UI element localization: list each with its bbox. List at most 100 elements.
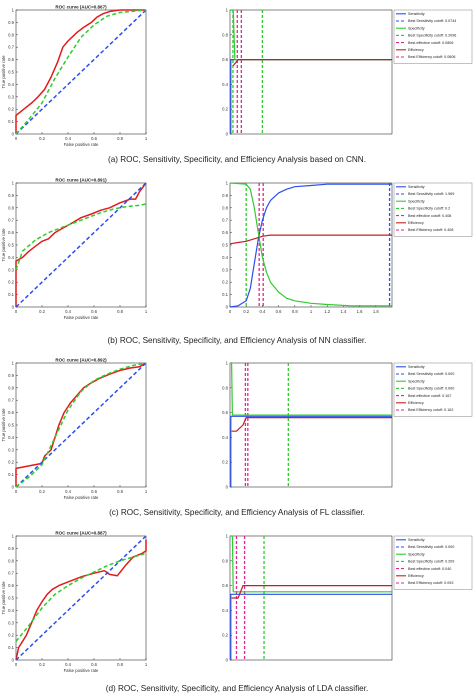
- y-tick-label: 0.3: [8, 267, 14, 272]
- y-tick-label: 0: [12, 658, 15, 663]
- y-axis-label: True positive rate: [1, 408, 6, 442]
- y-tick-label: 0.5: [222, 243, 228, 248]
- legend-label: Best effective cutoff: 0.0806: [408, 41, 453, 45]
- x-axis-label: False positive rate: [64, 315, 99, 320]
- x-tick-label: 0.2: [39, 489, 45, 494]
- x-tick-label: 0.4: [65, 662, 71, 667]
- x-tick-label: 0.8: [117, 309, 123, 314]
- y-tick-label: 0.6: [8, 410, 14, 415]
- x-tick-label: 0: [15, 489, 18, 494]
- x-tick-label: 1.6: [357, 309, 363, 314]
- series-line: [231, 416, 392, 432]
- y-tick-label: 0.4: [222, 82, 228, 87]
- panel-row-a: ROC curve (AUC=0.867) 0 0.1 0.2 0.3 0.4 0.5 0.6…: [0, 2, 474, 150]
- y-tick-label: 0.3: [222, 267, 228, 272]
- roc-chart-d: ROC curve (AUC=0.887) 0 0.1 0.2 0.3 0.4 0.5 0.6…: [1, 531, 148, 674]
- legend-box: [393, 535, 473, 590]
- x-tick-label: 1: [145, 489, 148, 494]
- x-tick-label: 1.4: [340, 309, 346, 314]
- x-tick-label: 1: [145, 309, 148, 314]
- x-axis-label: False positive rate: [64, 495, 99, 500]
- legend-label: Best Efficiency cutoff: 0.162: [408, 408, 453, 412]
- series-line: [231, 584, 392, 599]
- y-tick-label: 0.1: [222, 292, 228, 297]
- y-tick-label: 0.3: [8, 447, 14, 452]
- y-tick-label: 0.2: [8, 460, 14, 465]
- legend-label: Specificity: [408, 26, 425, 30]
- y-tick-label: 0: [12, 132, 15, 137]
- plot-frame: [229, 182, 393, 308]
- legend-label: Best effective cutoff: 0.167: [408, 394, 451, 398]
- y-tick-label: 0.7: [8, 398, 14, 403]
- chart-title: ROC curve (AUC=0.867): [55, 5, 107, 10]
- y-tick-label: 1: [12, 361, 15, 366]
- x-tick-label: 1: [145, 136, 148, 141]
- y-tick-label: 0: [12, 485, 15, 490]
- legend-label: Best Efficiency cutoff: 0.093: [408, 581, 453, 585]
- series-line: [15, 182, 147, 307]
- legend-label: Best Efficiency cutoff: 0.408: [408, 228, 453, 232]
- panel-row-c: ROC curve (AUC=0.892) 0 0.1 0.2 0.3 0.4 0.5 0.6…: [0, 355, 474, 503]
- series-line: [229, 182, 392, 307]
- y-tick-label: 0.2: [8, 280, 14, 285]
- plot-frame: [229, 9, 393, 135]
- plot-frame: [229, 535, 393, 661]
- y-tick-label: 0.5: [8, 70, 14, 75]
- y-tick-label: 0: [12, 305, 15, 310]
- series-line: [15, 182, 147, 308]
- legend-label: Efficiency: [408, 48, 424, 52]
- sensitivity-chart-d: 0 0.2 0.4 0.6 0.8 1 Sensitivity Best Sensitivit…: [222, 534, 473, 663]
- y-tick-label: 0.8: [8, 558, 14, 563]
- legend-box: [393, 182, 473, 237]
- x-tick-label: 1.8: [373, 309, 379, 314]
- chart-title: ROC curve (AUC=0.891): [55, 178, 107, 183]
- legend-label: Best Specificity cutoff: 0.2096: [408, 34, 456, 38]
- y-tick-label: 0.2: [222, 460, 228, 465]
- y-tick-label: 0.6: [222, 583, 228, 588]
- y-tick-label: 0.8: [8, 385, 14, 390]
- y-axis-label: True positive rate: [1, 581, 6, 615]
- y-tick-label: 0.1: [8, 292, 14, 297]
- x-tick-label: 0: [15, 662, 18, 667]
- x-tick-label: 1: [145, 662, 148, 667]
- y-tick-label: 0.2: [222, 280, 228, 285]
- legend-label: Specificity: [408, 552, 425, 556]
- sensitivity-chart-c: 0 0.2 0.4 0.6 0.8 1 Sensitivity Best Sensitivit…: [222, 361, 473, 490]
- series-line: [230, 362, 392, 416]
- caption-c: (c) ROC, Sensitivity, Specificity, and E…: [109, 508, 365, 517]
- series-line: [232, 58, 392, 67]
- x-tick-label: 0.4: [65, 309, 71, 314]
- legend-label: Best Efficiency cutoff: 0.0806: [408, 55, 455, 59]
- x-tick-label: 0.4: [65, 489, 71, 494]
- y-tick-label: 0.8: [222, 32, 228, 37]
- series-line: [15, 362, 147, 488]
- x-tick-label: 0.6: [91, 136, 97, 141]
- panel-row-b: ROC curve (AUC=0.891) 0 0.1 0.2 0.3 0.4 0.5 0.6…: [0, 175, 474, 323]
- series-line: [15, 535, 147, 661]
- x-tick-label: 0: [229, 309, 232, 314]
- y-tick-label: 0.8: [222, 205, 228, 210]
- sensitivity-chart-b: 0 0.1 0.2 0.3 0.4 0.5 0.6 0.7 0.8 0.9 1 0 0.2 0.4 0.6 0…: [222, 181, 473, 314]
- legend-label: Best Sensitivity cutoff: 0.000: [408, 545, 454, 549]
- y-tick-label: 0.6: [222, 57, 228, 62]
- y-tick-label: 0.7: [222, 218, 228, 223]
- series-line: [15, 203, 147, 271]
- y-tick-label: 0.8: [222, 558, 228, 563]
- y-tick-label: 1: [226, 181, 229, 186]
- y-tick-label: 0: [226, 305, 229, 310]
- roc-chart-b: ROC curve (AUC=0.891) 0 0.1 0.2 0.3 0.4 0.5 0.6…: [1, 178, 148, 321]
- y-tick-label: 0.4: [222, 435, 228, 440]
- y-tick-label: 0.1: [8, 119, 14, 124]
- chart-title: ROC curve (AUC=0.887): [55, 531, 107, 536]
- series-line: [230, 535, 392, 593]
- sensitivity-chart-a: 0 0.2 0.4 0.6 0.8 1 Sensitivity Best Sensitivit…: [222, 8, 473, 137]
- x-tick-label: 0.2: [39, 136, 45, 141]
- legend-label: Specificity: [408, 379, 425, 383]
- chart-title: ROC curve (AUC=0.892): [55, 358, 107, 363]
- series-line: [15, 552, 147, 642]
- y-tick-label: 0.4: [8, 608, 14, 613]
- y-tick-label: 1: [226, 361, 229, 366]
- y-tick-label: 0.4: [8, 82, 14, 87]
- y-tick-label: 0.8: [222, 385, 228, 390]
- y-tick-label: 1: [226, 534, 229, 539]
